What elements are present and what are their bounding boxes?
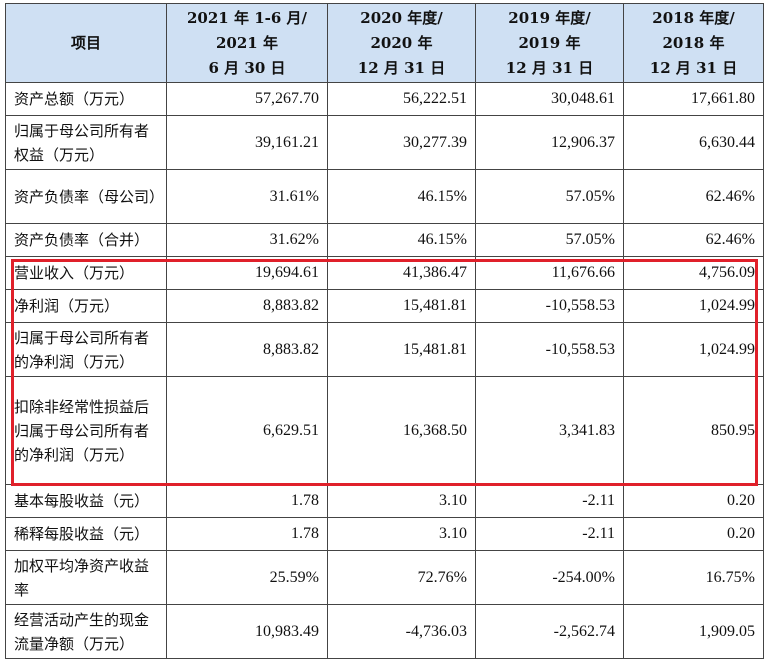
cell-value: 31.62% [166, 223, 328, 257]
cell-value: 17,661.80 [623, 82, 764, 116]
cell-value: 1.78 [166, 517, 328, 551]
cell-value: 10,983.49 [166, 604, 328, 659]
header-item: 项目 [5, 3, 167, 83]
table-row: 营业收入（万元） 19,694.61 41,386.47 11,676.66 4… [5, 256, 764, 290]
cell-value: 57,267.70 [166, 82, 328, 116]
cell-value: 8,883.82 [166, 322, 328, 377]
table-row: 稀释每股收益（元） 1.78 3.10 -2.11 0.20 [5, 517, 764, 551]
cell-value: 57.05% [475, 223, 624, 257]
header-2019: 2019 年度/ 2019 年 12 月 31 日 [475, 3, 624, 83]
cell-value: 1,024.99 [623, 289, 764, 323]
table-row: 净利润（万元） 8,883.82 15,481.81 -10,558.53 1,… [5, 289, 764, 323]
cell-value: 62.46% [623, 223, 764, 257]
financial-table: 项目 2021 年 1-6 月/ 2021 年 6 月 30 日 2020 年度… [5, 3, 764, 659]
cell-value: 41,386.47 [327, 256, 476, 290]
cell-value: 46.15% [327, 223, 476, 257]
row-label: 净利润（万元） [5, 289, 167, 323]
cell-value: -4,736.03 [327, 604, 476, 659]
table-row: 资产负债率（合并） 31.62% 46.15% 57.05% 62.46% [5, 223, 764, 257]
cell-value: 57.05% [475, 169, 624, 224]
cell-value: 30,048.61 [475, 82, 624, 116]
cell-value: 46.15% [327, 169, 476, 224]
cell-value: 850.95 [623, 376, 764, 485]
header-2020: 2020 年度/ 2020 年 12 月 31 日 [327, 3, 476, 83]
row-label: 加权平均净资产收益率 [5, 550, 167, 605]
cell-value: 3.10 [327, 517, 476, 551]
table-row: 加权平均净资产收益率 25.59% 72.76% -254.00% 16.75% [5, 550, 764, 605]
cell-value: 1,024.99 [623, 322, 764, 377]
cell-value: 15,481.81 [327, 322, 476, 377]
cell-value: -254.00% [475, 550, 624, 605]
row-label: 归属于母公司所有者权益（万元） [5, 115, 167, 170]
cell-value: 4,756.09 [623, 256, 764, 290]
cell-value: 8,883.82 [166, 289, 328, 323]
header-2018: 2018 年度/ 2018 年 12 月 31 日 [623, 3, 764, 83]
table-row: 资产总额（万元） 57,267.70 56,222.51 30,048.61 1… [5, 82, 764, 116]
row-label: 扣除非经常性损益后归属于母公司所有者的净利润（万元） [5, 376, 167, 485]
cell-value: -10,558.53 [475, 289, 624, 323]
cell-value: 15,481.81 [327, 289, 476, 323]
row-label: 资产负债率（母公司） [5, 169, 167, 224]
table-row: 归属于母公司所有者权益（万元） 39,161.21 30,277.39 12,9… [5, 115, 764, 170]
table-row: 资产负债率（母公司） 31.61% 46.15% 57.05% 62.46% [5, 169, 764, 224]
cell-value: 1.78 [166, 484, 328, 518]
row-label: 归属于母公司所有者的净利润（万元） [5, 322, 167, 377]
cell-value: 62.46% [623, 169, 764, 224]
cell-value: -10,558.53 [475, 322, 624, 377]
cell-value: 25.59% [166, 550, 328, 605]
cell-value: 16.75% [623, 550, 764, 605]
cell-value: 30,277.39 [327, 115, 476, 170]
cell-value: -2.11 [475, 517, 624, 551]
cell-value: 3.10 [327, 484, 476, 518]
row-label: 资产总额（万元） [5, 82, 167, 116]
cell-value: 0.20 [623, 517, 764, 551]
cell-value: 39,161.21 [166, 115, 328, 170]
cell-value: 6,629.51 [166, 376, 328, 485]
header-2021h1: 2021 年 1-6 月/ 2021 年 6 月 30 日 [166, 3, 328, 83]
row-label: 营业收入（万元） [5, 256, 167, 290]
cell-value: 16,368.50 [327, 376, 476, 485]
cell-value: -2,562.74 [475, 604, 624, 659]
cell-value: 31.61% [166, 169, 328, 224]
cell-value: 56,222.51 [327, 82, 476, 116]
cell-value: 12,906.37 [475, 115, 624, 170]
cell-value: 1,909.05 [623, 604, 764, 659]
row-label: 经营活动产生的现金流量净额（万元） [5, 604, 167, 659]
table-row: 归属于母公司所有者的净利润（万元） 8,883.82 15,481.81 -10… [5, 322, 764, 377]
table-row: 扣除非经常性损益后归属于母公司所有者的净利润（万元） 6,629.51 16,3… [5, 376, 764, 485]
cell-value: 6,630.44 [623, 115, 764, 170]
cell-value: 19,694.61 [166, 256, 328, 290]
row-label: 基本每股收益（元） [5, 484, 167, 518]
cell-value: 11,676.66 [475, 256, 624, 290]
header-row: 项目 2021 年 1-6 月/ 2021 年 6 月 30 日 2020 年度… [5, 3, 764, 83]
cell-value: 3,341.83 [475, 376, 624, 485]
cell-value: 72.76% [327, 550, 476, 605]
cell-value: -2.11 [475, 484, 624, 518]
table-row: 基本每股收益（元） 1.78 3.10 -2.11 0.20 [5, 484, 764, 518]
cell-value: 0.20 [623, 484, 764, 518]
table-row: 经营活动产生的现金流量净额（万元） 10,983.49 -4,736.03 -2… [5, 604, 764, 659]
row-label: 稀释每股收益（元） [5, 517, 167, 551]
row-label: 资产负债率（合并） [5, 223, 167, 257]
